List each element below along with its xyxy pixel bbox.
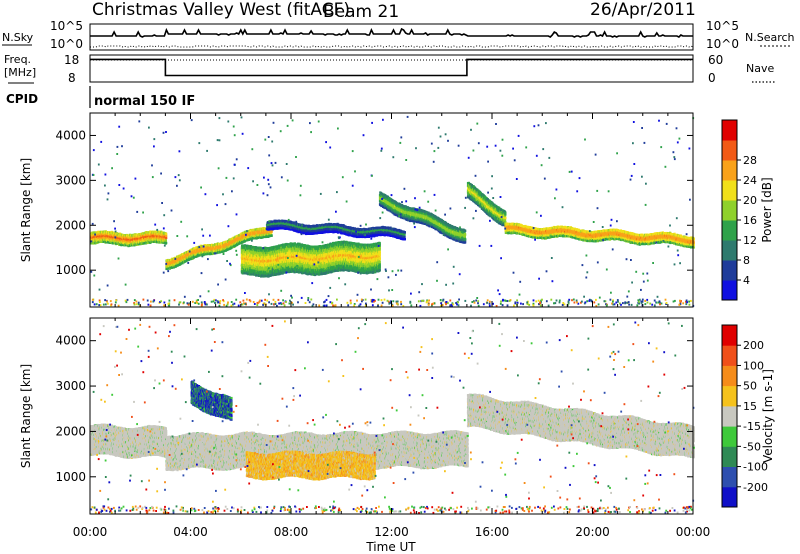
cpid-mode: normal 150 IF (94, 94, 195, 109)
power-data-layer (90, 116, 695, 307)
noise-right-tick-bottom: 10^0 (706, 37, 739, 51)
nave-label: Nave (746, 62, 774, 75)
noise-left-tick-bottom: 10^0 (50, 37, 83, 51)
cpid-panel: CPID normal 150 IF (6, 86, 195, 109)
noise-left-tick-top: 10^5 (50, 19, 83, 33)
noise-right-tick-top: 10^5 (706, 19, 739, 33)
echo-cell (271, 235, 273, 237)
nave-tick-top: 60 (708, 53, 723, 67)
noise-search-trace (90, 46, 693, 47)
cpid-label: CPID (6, 92, 38, 106)
freq-tick-top: 18 (64, 53, 79, 67)
frequency-trace (90, 59, 693, 75)
noise-panel: N.Sky 10^5 10^0 10^5 10^0 N.Search (2, 19, 795, 51)
beam-label: Beam 21 (323, 2, 399, 22)
date-label: 26/Apr/2011 (590, 0, 696, 20)
noise-sky-trace (90, 29, 693, 37)
noise-sky-label: N.Sky (2, 31, 34, 44)
nave-tick-bottom: 0 (708, 71, 716, 85)
echo-cell (165, 239, 167, 241)
freq-tick-bottom: 8 (68, 71, 76, 85)
frequency-panel: Freq. [MHz] 18 8 60 0 Nave (4, 53, 776, 85)
radar-title: Christmas Valley West (fitACF) (92, 0, 350, 20)
echo-cell (165, 233, 167, 235)
echo-cell (165, 242, 167, 244)
freq-label-line1: Freq. (4, 53, 31, 66)
noise-panel-frame (90, 24, 693, 50)
freq-label-line2: [MHz] (4, 66, 36, 79)
echo-cell (165, 237, 167, 239)
noise-search-label: N.Search (745, 31, 795, 44)
